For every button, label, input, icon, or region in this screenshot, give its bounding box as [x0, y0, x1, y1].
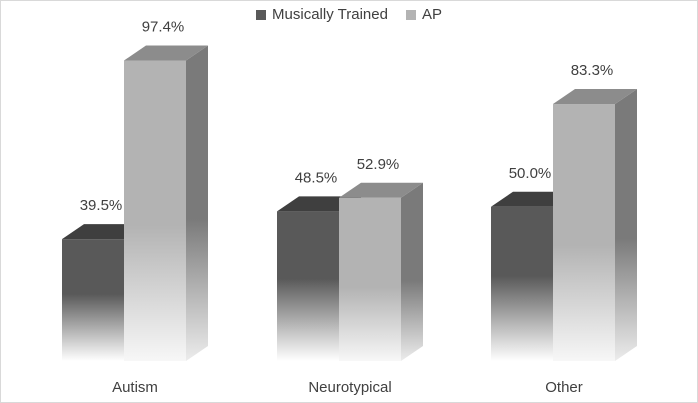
category-labels-layer: Autism Neurotypical Other: [112, 379, 583, 396]
bar-front: [277, 211, 339, 361]
value-label: 39.5%: [80, 197, 123, 214]
bar-side: [186, 45, 208, 362]
category-label-neurotypical: Neurotypical: [308, 379, 391, 396]
bar-front: [62, 239, 124, 361]
value-label: 48.5%: [295, 169, 338, 186]
legend-item-ap: AP: [405, 6, 442, 23]
bar-front: [124, 60, 186, 362]
value-label: 83.3%: [571, 62, 614, 79]
bar-ap-other: [553, 89, 637, 361]
bar-top: [124, 45, 208, 61]
bar-top: [339, 182, 423, 198]
bar-front: [491, 206, 553, 361]
bar-side: [615, 89, 637, 361]
value-label: 52.9%: [357, 156, 400, 173]
bar-top: [553, 89, 637, 105]
category-label-autism: Autism: [112, 379, 158, 396]
legend-item-musically-trained: Musically Trained: [256, 6, 388, 23]
bar-front: [553, 104, 615, 361]
value-label: 50.0%: [509, 165, 552, 182]
chart-legend: Musically Trained AP: [0, 6, 698, 23]
legend-label-musically-trained: Musically Trained: [272, 6, 388, 23]
value-label: 97.4%: [142, 19, 185, 36]
bar-ap-neurotypical: [339, 182, 423, 361]
bar-side: [401, 182, 423, 361]
bars-layer: [62, 45, 637, 362]
legend-label-ap: AP: [421, 6, 442, 23]
bar-front: [339, 197, 401, 361]
legend-swatch-ap: [405, 9, 416, 20]
bar-ap-autism: [124, 45, 208, 362]
value-labels-layer: 39.5% 97.4% 48.5% 52.9% 50.0% 83.3%: [80, 19, 614, 215]
category-label-other: Other: [545, 379, 583, 396]
legend-swatch-musically-trained: [256, 9, 267, 20]
